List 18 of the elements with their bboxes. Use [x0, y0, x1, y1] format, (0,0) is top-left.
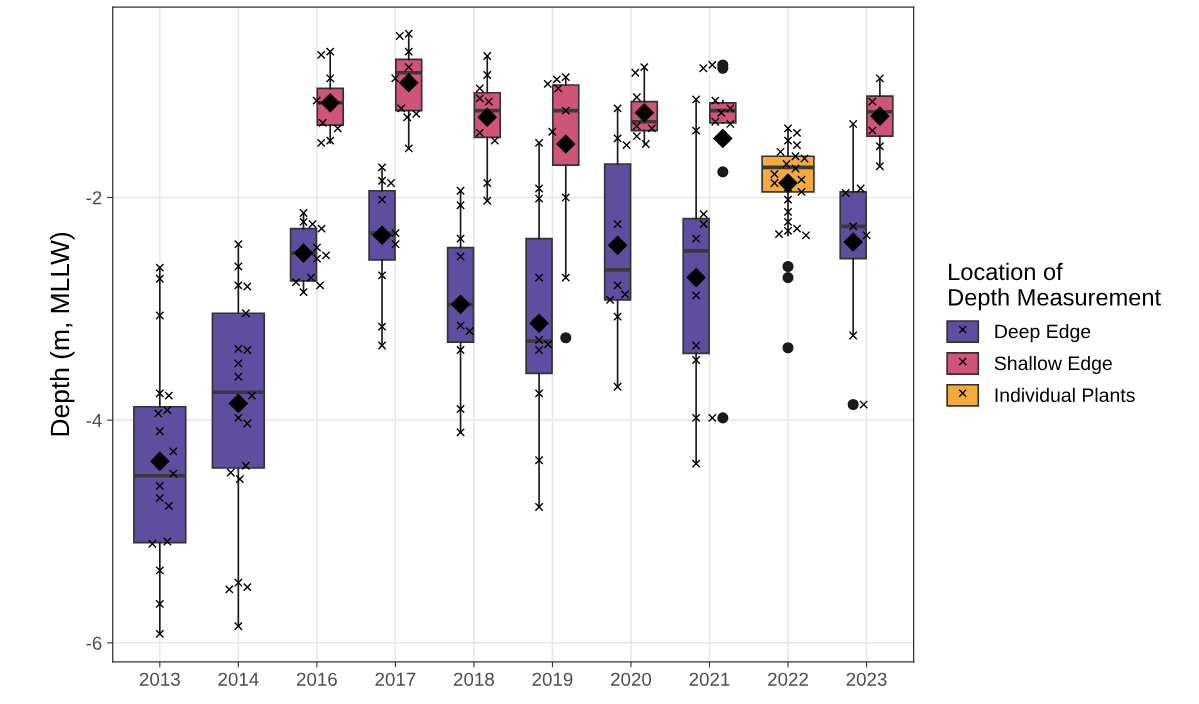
y-tick-label: -2 — [86, 191, 102, 205]
y-tick-label: -6 — [86, 636, 102, 650]
y-axis-title: Depth (m, MLLW) — [49, 232, 75, 436]
x-tick-label: 2020 — [611, 672, 652, 686]
y-tick-label: -4 — [86, 414, 102, 427]
x-tick-label: 2023 — [846, 672, 887, 686]
x-tick-label: 2017 — [375, 672, 416, 686]
legend-title: Location of Depth Measurement — [949, 262, 1161, 311]
x-tick-label: 2013 — [139, 672, 180, 686]
legend-label: Deep Edge — [995, 324, 1091, 343]
x-tick-label: 2014 — [218, 672, 259, 686]
x-tick-label: 2019 — [532, 672, 573, 686]
x-tick-label: 2022 — [768, 672, 808, 686]
legend-label: Shallow Edge — [994, 355, 1112, 375]
x-tick-label: 2018 — [454, 672, 494, 686]
x-tick-label: 2016 — [296, 672, 337, 686]
x-tick-label: 2021 — [689, 672, 730, 686]
legend-label: Individual Plants — [995, 387, 1135, 403]
